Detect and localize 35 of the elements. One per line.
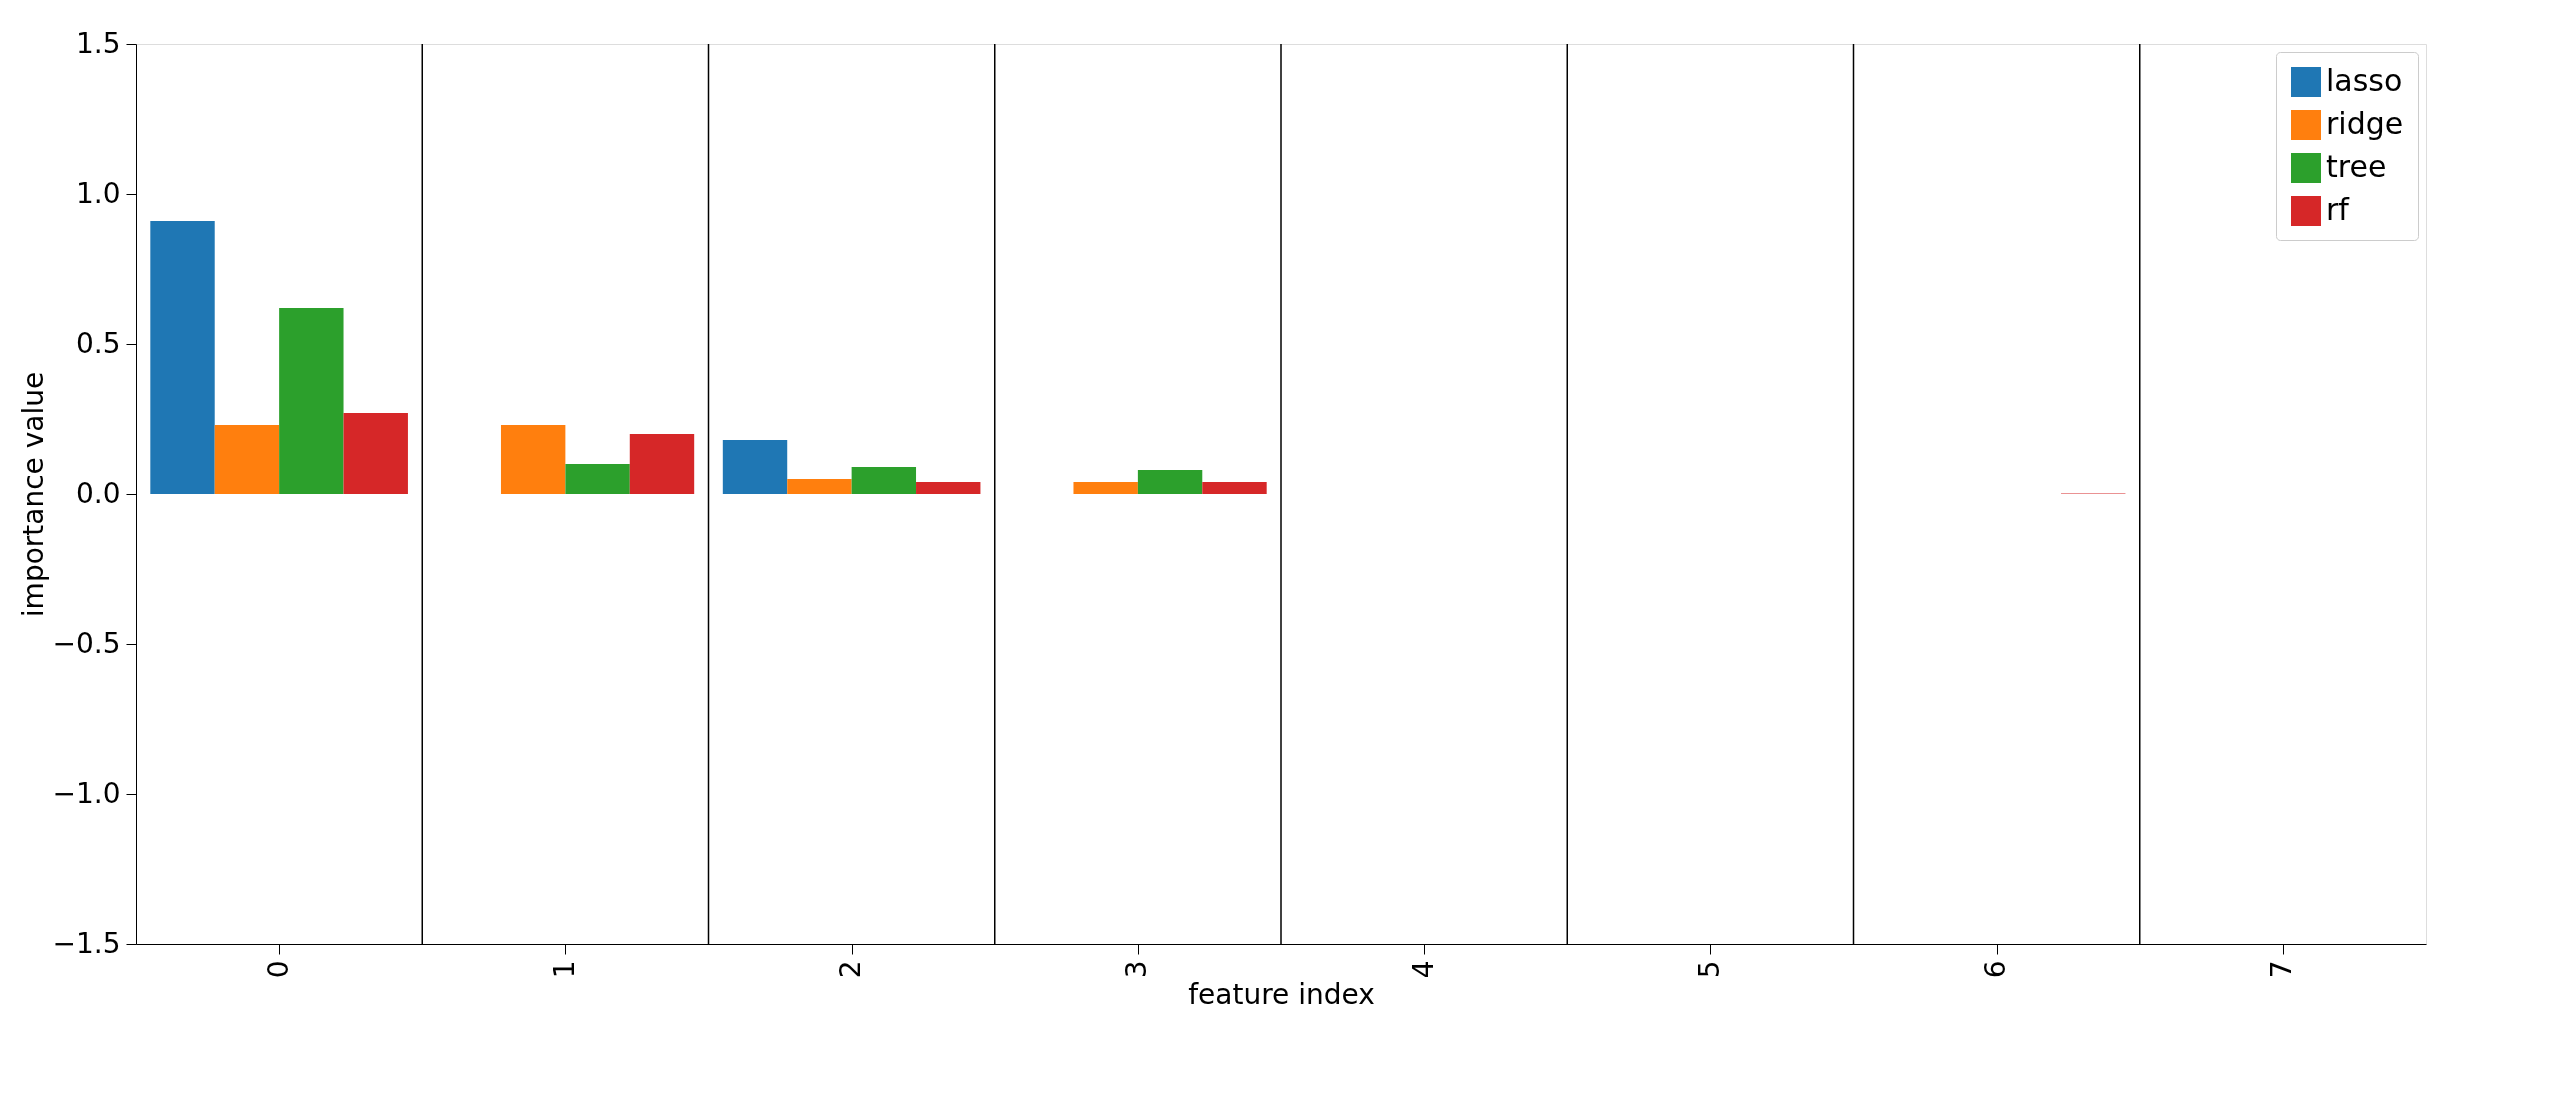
bar <box>1073 482 1138 494</box>
bar <box>565 464 630 494</box>
y-axis-title: importance value <box>16 371 50 618</box>
x-tick-label: 4 <box>1406 960 1440 979</box>
bar <box>916 482 981 494</box>
bar <box>1202 482 1267 494</box>
bar <box>343 413 408 494</box>
legend-label: tree <box>2326 149 2387 184</box>
bar <box>500 425 566 494</box>
y-tick-label: −1.5 <box>52 926 121 960</box>
x-tick-label: 2 <box>834 960 868 979</box>
y-tick-label: 0.5 <box>75 326 121 360</box>
x-tick-label: 3 <box>1120 960 1154 979</box>
bar <box>150 221 215 494</box>
x-tick-label: 7 <box>2265 960 2299 979</box>
bar <box>1137 470 1203 494</box>
bar <box>214 425 280 494</box>
y-tick-label: 1.0 <box>75 176 121 210</box>
x-axis-title: feature index <box>1188 978 1375 1012</box>
x-tick-label: 6 <box>1979 960 2013 979</box>
legend-label: ridge <box>2326 106 2404 141</box>
bar <box>722 440 788 494</box>
bar <box>279 308 344 494</box>
x-tick-label: 1 <box>547 960 581 979</box>
legend-label: rf <box>2326 192 2351 227</box>
bar <box>787 479 852 494</box>
x-tick-label: 5 <box>1692 960 1726 979</box>
bar <box>629 434 695 494</box>
y-tick-label: −1.0 <box>52 776 121 810</box>
y-tick-label: 1.5 <box>75 26 121 60</box>
y-tick-label: −0.5 <box>52 626 121 660</box>
bar <box>851 467 917 494</box>
y-tick-label: 0.0 <box>75 476 121 510</box>
legend-label: lasso <box>2326 63 2403 98</box>
x-tick-label: 0 <box>261 960 295 979</box>
